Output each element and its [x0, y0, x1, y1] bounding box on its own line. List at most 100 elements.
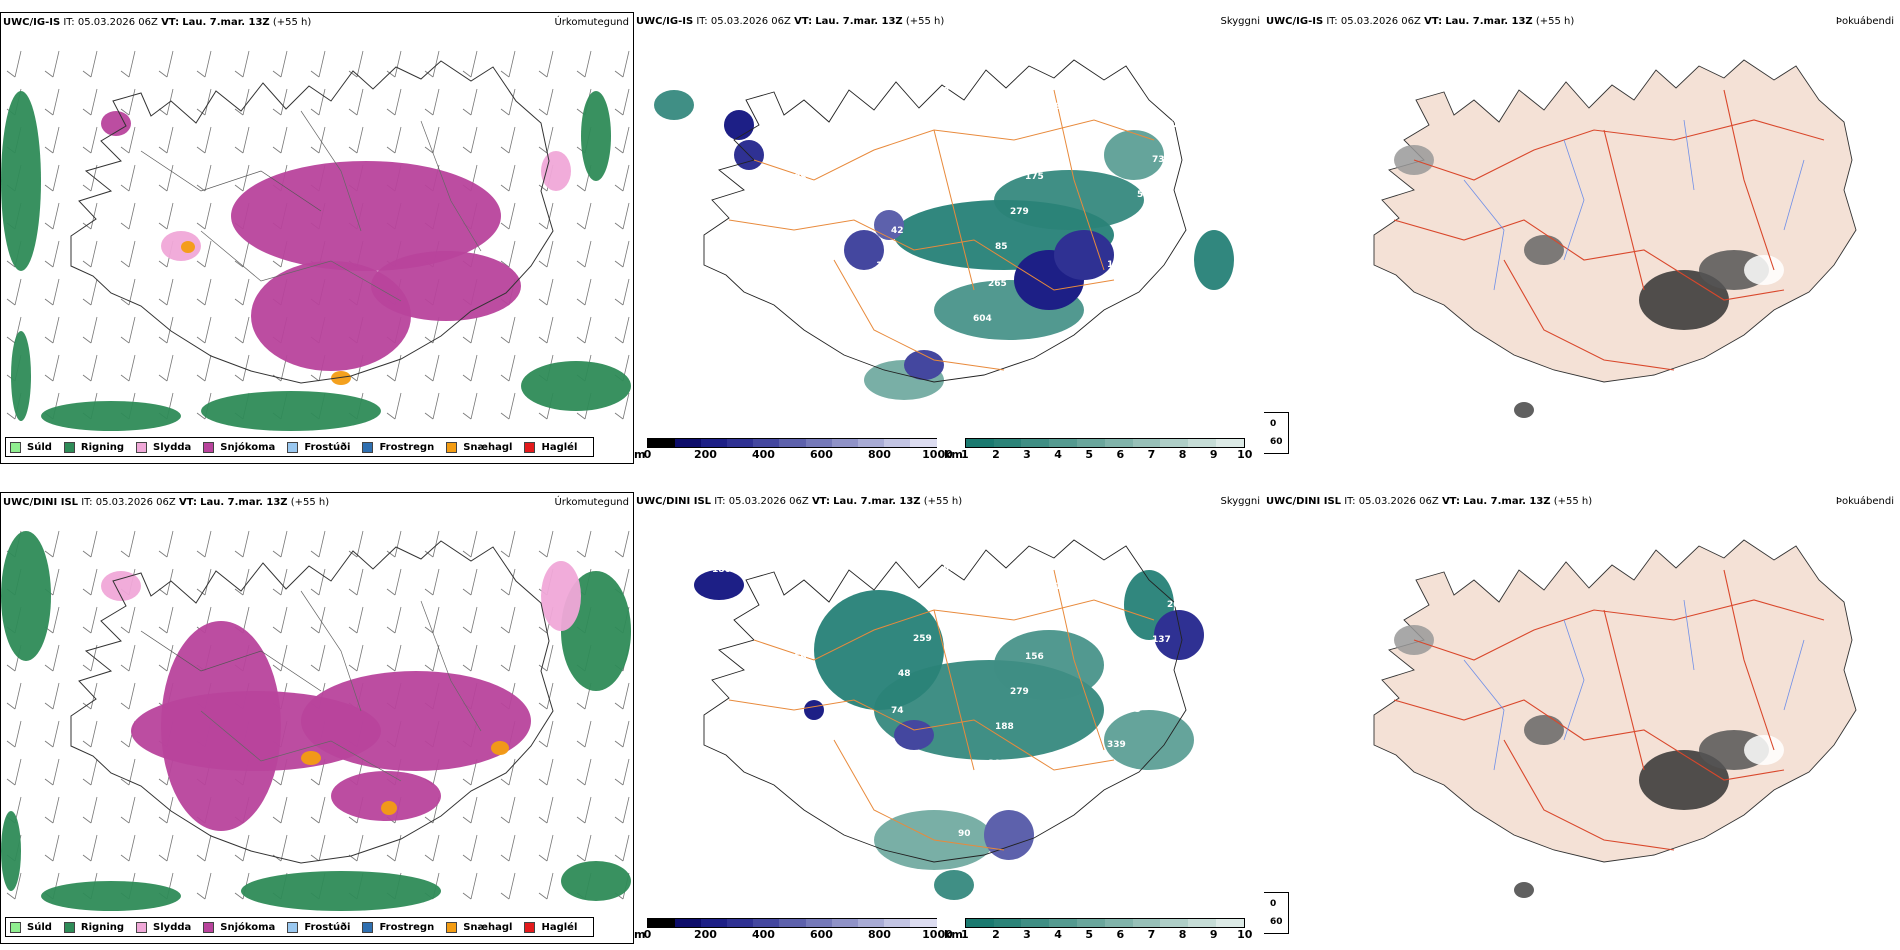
wind-barb-flag [6, 70, 16, 78]
precip-area [371, 251, 521, 321]
cloudbase-label: 339 [1107, 740, 1126, 750]
wind-barb [546, 530, 554, 558]
colorbar-tick: 3 [1023, 448, 1031, 461]
cloudbase-label: 302 [988, 759, 1007, 769]
road [1503, 739, 1675, 851]
colorbar-tick: 3 [1023, 928, 1031, 941]
wind-barb-flag [538, 892, 548, 900]
wind-barb [508, 50, 516, 78]
colorbar-cell [648, 919, 675, 927]
cloudbase-label: 73 [1040, 137, 1053, 147]
fog-legend-label: 0 [1270, 899, 1277, 909]
wind-barb-flag [44, 374, 54, 382]
wind-barb-flag [196, 892, 206, 900]
wind-barb [280, 606, 288, 634]
wind-barb-flag [500, 184, 510, 192]
cloudbase-area [1054, 230, 1114, 280]
colorbar-cell [727, 919, 754, 927]
wind-barb [128, 164, 136, 192]
wind-barb [470, 796, 478, 824]
wind-barb-flag [44, 184, 54, 192]
wind-barb [242, 278, 250, 306]
wind-barb [584, 202, 592, 230]
wind-barb-flag [158, 664, 168, 672]
wind-barb-flag [500, 412, 510, 420]
wind-barb-flag [120, 298, 130, 306]
colorbar-tick: 8 [1178, 928, 1187, 941]
wind-barb [356, 88, 364, 116]
wind-barb [508, 758, 516, 786]
wind-barb [52, 720, 60, 748]
wind-barb-flag [196, 222, 206, 230]
wind-barb-flag [310, 108, 320, 116]
wind-barb [622, 278, 630, 306]
precip-area [161, 231, 201, 261]
legend-item: Slydda [136, 441, 191, 453]
wind-barb [90, 568, 98, 596]
legend-swatch [287, 441, 299, 453]
wind-barb [318, 834, 326, 862]
wind-barb-flag [6, 336, 16, 344]
cloudbase-label: 306 [846, 331, 865, 341]
wind-barb [546, 834, 554, 862]
wind-barb [242, 126, 250, 154]
wind-barb [204, 872, 212, 900]
wind-barb [90, 834, 98, 862]
wind-barb-flag [158, 588, 168, 596]
wind-barb-flag [348, 816, 358, 824]
wind-barb [128, 126, 136, 154]
region-boundary [140, 630, 322, 692]
wind-barb-flag [462, 146, 472, 154]
legend-item: Snæhagl [446, 441, 512, 453]
colorbar-tick: 6 [1116, 928, 1125, 941]
colorbar-cell [1132, 919, 1161, 927]
precip-type-panel-top: UWC/IG-IS IT: 05.03.2026 06Z VT: Lau. 7.… [0, 12, 634, 464]
colorbar-cell [1215, 919, 1244, 927]
wind-barb-flag [462, 778, 472, 786]
wind-barb [128, 354, 136, 382]
wind-barb [622, 682, 630, 710]
wind-barb [128, 644, 136, 672]
colorbar-cell [1104, 919, 1133, 927]
cloudbase-label: 293 [1122, 705, 1141, 715]
wind-barb-flag [82, 778, 92, 786]
colorbar-unit: km [944, 448, 963, 461]
legend-label: Snæhagl [463, 921, 513, 933]
wind-barb-flag [614, 740, 624, 748]
wind-barb-flag [614, 260, 624, 268]
wind-barb-flag [424, 374, 434, 382]
wind-barb [432, 568, 440, 596]
wind-barb-flag [538, 70, 548, 78]
wind-barb [432, 530, 440, 558]
cloudbase-label: 358 [1122, 225, 1141, 235]
cloudbase-colorbar: m 0 200 400 600 800 1000 [634, 918, 953, 941]
colorbar-cells [964, 918, 1245, 928]
wind-barb-flag [82, 702, 92, 710]
colorbar-tick: 4 [1054, 448, 1062, 461]
legend-label: Súld [27, 441, 52, 453]
road [728, 699, 1115, 771]
cloudbase-label: 148 [913, 154, 932, 164]
wind-barb-flag [158, 70, 168, 78]
cloudbase-label: 48 [898, 669, 911, 679]
road [1503, 259, 1675, 371]
wind-barb [508, 88, 516, 116]
wind-barb [242, 240, 250, 268]
wind-barb-flag [272, 664, 282, 672]
river [1783, 639, 1805, 711]
wind-barb-flag [158, 374, 168, 382]
wind-barb-flag [538, 626, 548, 634]
cloudbase-label: 61 [816, 101, 829, 111]
fog-area [1524, 235, 1564, 265]
region-boundary [300, 110, 362, 232]
wind-barb-flag [44, 740, 54, 748]
wind-barb [128, 50, 136, 78]
wind-barb-flag [386, 550, 396, 558]
colorbar-tick: 400 [751, 928, 775, 941]
wind-barb-flag [576, 184, 586, 192]
wind-barb-flag [120, 146, 130, 154]
colorbar-cells [647, 918, 938, 928]
wind-barb [52, 758, 60, 786]
wind-barb-flag [158, 816, 168, 824]
wind-barb [52, 278, 60, 306]
